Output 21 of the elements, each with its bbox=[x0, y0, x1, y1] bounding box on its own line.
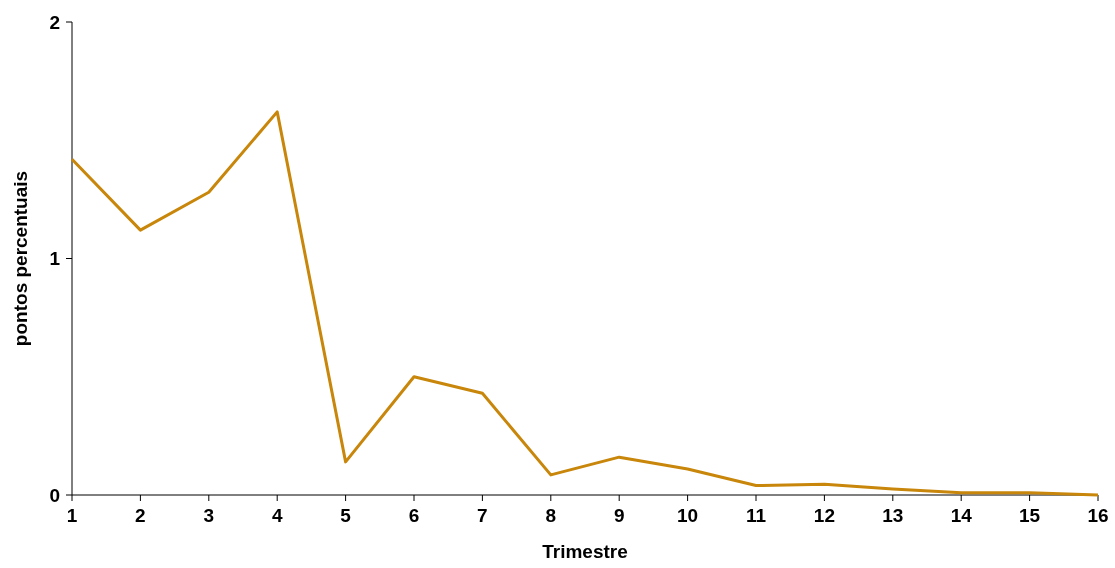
x-tick-label: 4 bbox=[271, 505, 283, 526]
x-tick-label: 3 bbox=[203, 505, 215, 526]
x-tick-label: 2 bbox=[135, 505, 146, 526]
y-tick-label: 1 bbox=[49, 248, 61, 270]
x-tick-label: 11 bbox=[745, 505, 767, 526]
y-tick-label: 0 bbox=[49, 484, 60, 506]
x-tick-label: 12 bbox=[813, 505, 835, 526]
x-tick-label: 13 bbox=[882, 505, 904, 526]
y-axis-title: pontos percentuais bbox=[10, 170, 31, 347]
x-tick-label: 5 bbox=[340, 505, 352, 526]
y-tick-label: 2 bbox=[49, 11, 60, 33]
x-tick-label: 14 bbox=[950, 505, 973, 526]
x-tick-label: 1 bbox=[66, 505, 78, 526]
x-tick-label: 7 bbox=[477, 505, 488, 526]
x-tick-label: 8 bbox=[545, 505, 557, 526]
x-tick-label: 10 bbox=[677, 505, 699, 526]
x-tick-label: 16 bbox=[1087, 505, 1109, 526]
x-tick-label: 9 bbox=[613, 505, 625, 526]
x-tick-label: 15 bbox=[1019, 505, 1041, 526]
x-tick-label: 6 bbox=[408, 505, 420, 526]
x-axis-title: Trimestre bbox=[542, 541, 628, 562]
